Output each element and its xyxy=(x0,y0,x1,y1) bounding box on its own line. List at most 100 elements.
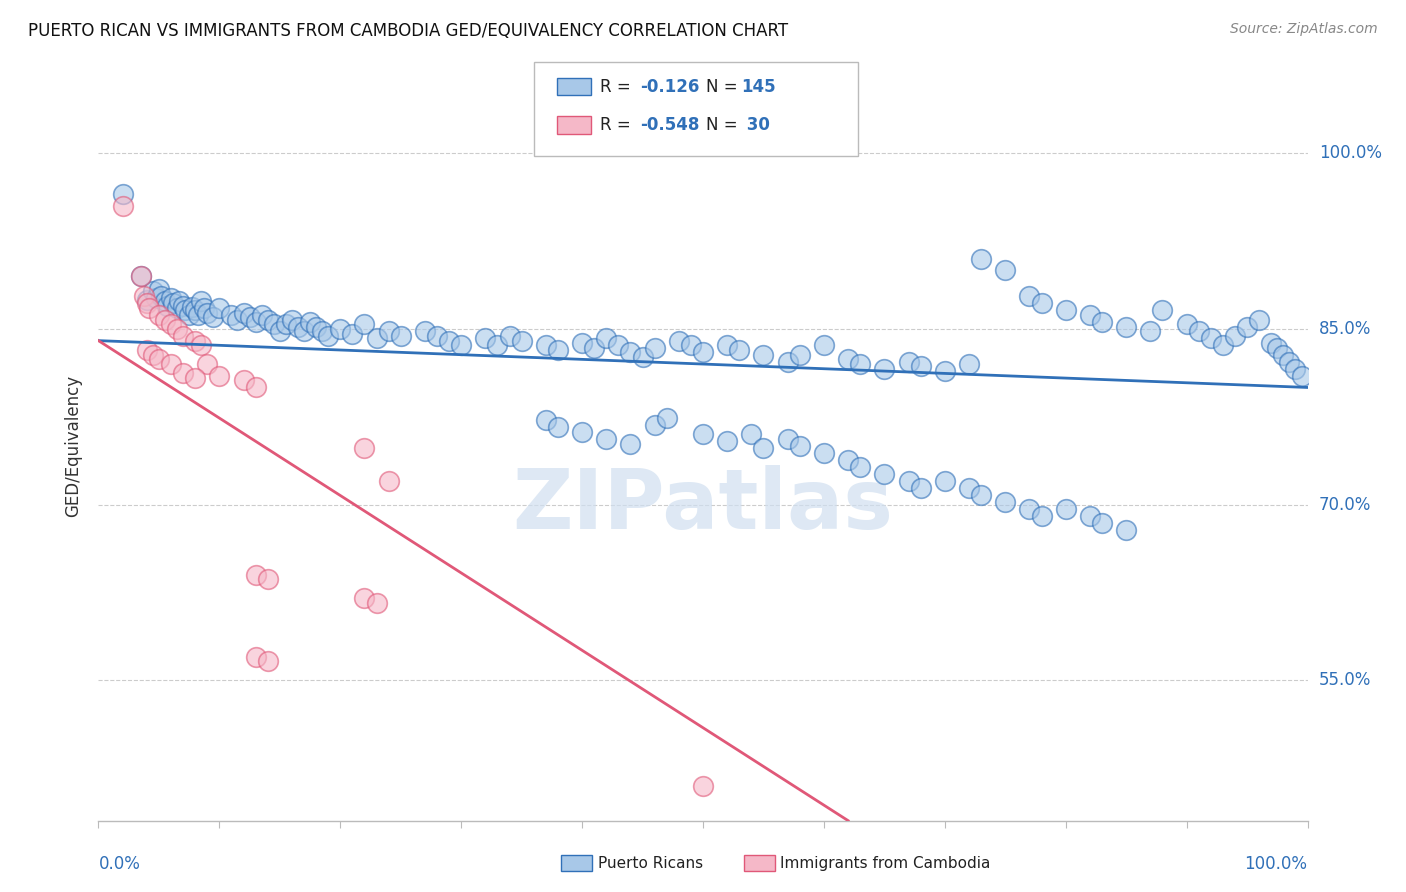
Point xyxy=(486,338,509,352)
Point xyxy=(619,436,641,450)
Text: PUERTO RICAN VS IMMIGRANTS FROM CAMBODIA GED/EQUIVALENCY CORRELATION CHART: PUERTO RICAN VS IMMIGRANTS FROM CAMBODIA… xyxy=(28,22,789,40)
Point xyxy=(1249,312,1271,326)
Point xyxy=(692,427,714,442)
Point xyxy=(413,324,436,338)
Point xyxy=(897,355,920,369)
Point xyxy=(153,312,176,326)
Point xyxy=(1018,502,1040,516)
Text: Immigrants from Cambodia: Immigrants from Cambodia xyxy=(780,856,991,871)
Point xyxy=(716,434,738,449)
Point xyxy=(160,357,183,371)
Point xyxy=(377,324,399,338)
Point xyxy=(474,331,496,345)
Point xyxy=(873,361,896,376)
Point xyxy=(583,341,606,355)
Point xyxy=(1278,355,1301,369)
Point xyxy=(208,368,231,383)
Point xyxy=(135,343,157,357)
Point xyxy=(1054,502,1077,516)
Text: 70.0%: 70.0% xyxy=(1319,496,1371,514)
Point xyxy=(184,334,207,348)
Point xyxy=(138,301,160,315)
Point xyxy=(281,312,304,326)
Point xyxy=(353,318,375,332)
Point xyxy=(619,345,641,359)
Point xyxy=(934,364,956,378)
Point xyxy=(910,481,932,495)
Point xyxy=(148,308,170,322)
Point xyxy=(1091,315,1114,329)
Point xyxy=(232,374,254,388)
Point xyxy=(837,352,859,367)
Point xyxy=(1115,319,1137,334)
Point xyxy=(195,305,218,319)
Point xyxy=(250,308,273,322)
Point xyxy=(389,329,412,343)
Point xyxy=(994,495,1017,509)
Text: N =: N = xyxy=(706,78,742,95)
Text: 30: 30 xyxy=(741,116,770,134)
Text: 85.0%: 85.0% xyxy=(1319,320,1371,338)
Point xyxy=(377,474,399,488)
Point xyxy=(776,432,799,446)
Point xyxy=(1272,348,1295,362)
Point xyxy=(789,348,811,362)
Point xyxy=(172,299,194,313)
Point xyxy=(1291,368,1313,383)
Point xyxy=(1267,341,1289,355)
Point xyxy=(142,285,165,299)
Point xyxy=(256,655,278,669)
Point xyxy=(166,301,188,315)
Point xyxy=(437,334,460,348)
Text: 55.0%: 55.0% xyxy=(1319,671,1371,690)
Text: 100.0%: 100.0% xyxy=(1319,145,1382,162)
Text: -0.126: -0.126 xyxy=(640,78,699,95)
Point xyxy=(426,329,449,343)
Point xyxy=(752,442,775,456)
Point xyxy=(111,199,134,213)
Point xyxy=(547,420,569,434)
Point xyxy=(957,481,980,495)
Point xyxy=(644,417,666,432)
Point xyxy=(1236,319,1258,334)
Point xyxy=(366,596,388,610)
Point xyxy=(668,334,690,348)
Point xyxy=(148,282,170,296)
Point xyxy=(897,474,920,488)
Point xyxy=(740,427,762,442)
Point xyxy=(274,318,297,332)
Point xyxy=(631,350,654,364)
Point xyxy=(190,293,212,308)
Point xyxy=(245,649,267,664)
Point xyxy=(135,296,157,310)
Point xyxy=(571,425,593,439)
Point xyxy=(129,269,152,284)
Point xyxy=(728,343,751,357)
Point xyxy=(644,341,666,355)
Point xyxy=(190,338,212,352)
Point xyxy=(534,413,557,427)
Point xyxy=(187,308,209,322)
Text: 0.0%: 0.0% xyxy=(98,855,141,873)
Point xyxy=(208,301,231,315)
Point xyxy=(994,263,1017,277)
Point xyxy=(162,296,184,310)
Point xyxy=(134,289,156,303)
Point xyxy=(776,355,799,369)
Text: R =: R = xyxy=(600,116,637,134)
Point xyxy=(595,432,617,446)
Point xyxy=(129,269,152,284)
Point xyxy=(153,293,176,308)
Point xyxy=(1115,523,1137,537)
Point xyxy=(1031,509,1053,524)
Point xyxy=(655,411,678,425)
Point xyxy=(160,292,183,306)
Point xyxy=(716,338,738,352)
Point xyxy=(510,334,533,348)
Point xyxy=(245,380,267,394)
Point xyxy=(342,326,364,341)
Point xyxy=(1078,308,1101,322)
Point xyxy=(172,329,194,343)
Point xyxy=(1212,338,1234,352)
Point xyxy=(166,322,188,336)
